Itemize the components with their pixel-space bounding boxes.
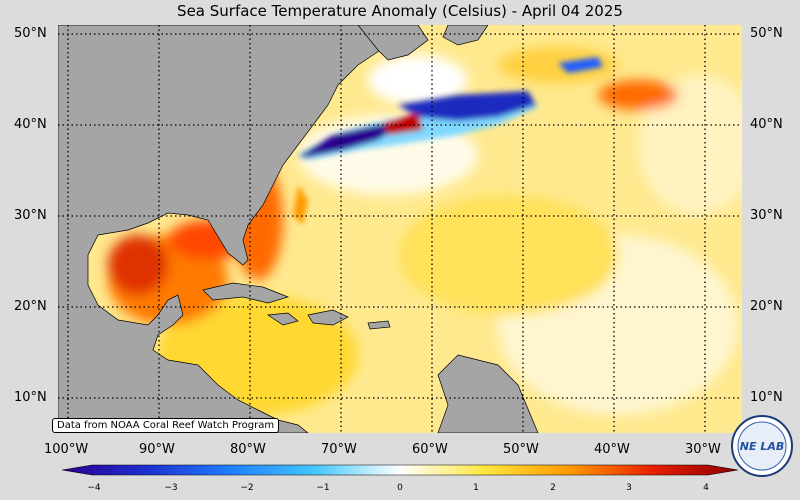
colorbar-tick: −3 [164, 483, 178, 493]
lon-label: 40°W [594, 442, 630, 457]
lat-label-left: 20°N [14, 299, 47, 314]
lon-label: 50°W [503, 442, 539, 457]
colorbar-tick: −2 [240, 483, 254, 493]
lat-label-left: 30°N [14, 208, 47, 223]
colorbar-tick: 1 [473, 483, 479, 493]
lat-label-right: 20°N [750, 299, 783, 314]
logo-text: NE LAB [740, 440, 784, 453]
logo-icon: NE LAB [731, 415, 793, 477]
colorbar [62, 464, 738, 476]
lon-label: 60°W [412, 442, 448, 457]
lon-label: 80°W [230, 442, 266, 457]
lat-label-right: 10°N [750, 390, 783, 405]
lon-label: 70°W [321, 442, 357, 457]
lat-label-right: 50°N [750, 26, 783, 41]
lat-label-left: 40°N [14, 117, 47, 132]
land-masses [58, 25, 539, 433]
cold-anomaly-band [293, 57, 603, 225]
lat-label-right: 40°N [750, 117, 783, 132]
sst-anomaly-map [58, 25, 742, 433]
lon-label: 90°W [139, 442, 175, 457]
graticule [58, 25, 742, 433]
colorbar-tick: −1 [316, 483, 330, 493]
map-title: Sea Surface Temperature Anomaly (Celsius… [177, 2, 623, 20]
colorbar-tick: 3 [626, 483, 632, 493]
lon-label: 30°W [685, 442, 721, 457]
colorbar-tick: 0 [397, 483, 403, 493]
lon-label: 100°W [44, 442, 89, 457]
colorbar-tick: 4 [703, 483, 709, 493]
data-credit: Data from NOAA Coral Reef Watch Program [52, 418, 280, 433]
colorbar-tick: −4 [87, 483, 101, 493]
lat-label-left: 10°N [14, 390, 47, 405]
lat-label-right: 30°N [750, 208, 783, 223]
colorbar-tick: 2 [550, 483, 556, 493]
lat-label-left: 50°N [14, 26, 47, 41]
map-canvas [58, 25, 742, 433]
